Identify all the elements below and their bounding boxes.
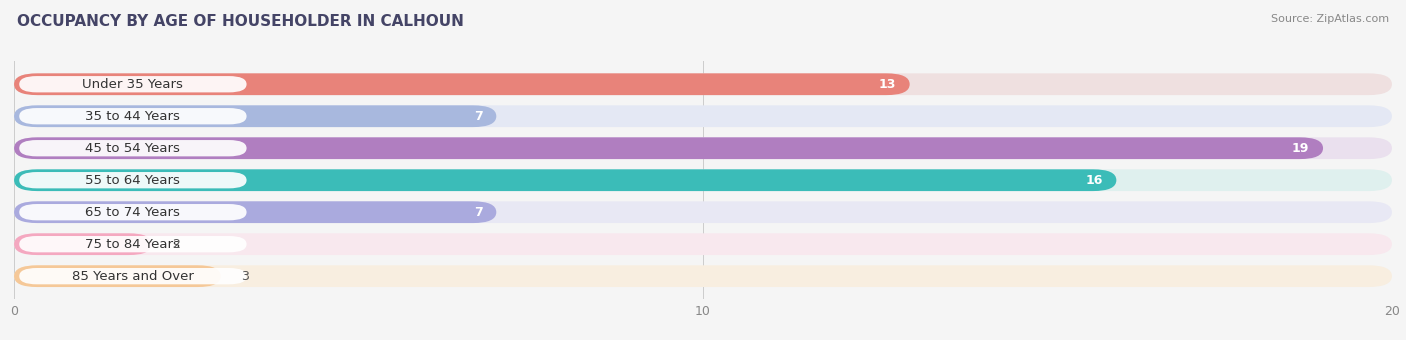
FancyBboxPatch shape — [20, 236, 246, 252]
FancyBboxPatch shape — [14, 73, 910, 95]
FancyBboxPatch shape — [14, 201, 1392, 223]
Text: 65 to 74 Years: 65 to 74 Years — [86, 206, 180, 219]
FancyBboxPatch shape — [14, 169, 1392, 191]
FancyBboxPatch shape — [20, 76, 246, 92]
FancyBboxPatch shape — [14, 265, 221, 287]
Text: 35 to 44 Years: 35 to 44 Years — [86, 110, 180, 123]
FancyBboxPatch shape — [20, 140, 246, 156]
FancyBboxPatch shape — [14, 265, 1392, 287]
FancyBboxPatch shape — [14, 233, 152, 255]
Text: 45 to 54 Years: 45 to 54 Years — [86, 142, 180, 155]
Text: 13: 13 — [879, 78, 896, 91]
Text: 7: 7 — [474, 110, 482, 123]
FancyBboxPatch shape — [14, 137, 1323, 159]
FancyBboxPatch shape — [20, 268, 246, 284]
FancyBboxPatch shape — [14, 137, 1392, 159]
FancyBboxPatch shape — [20, 204, 246, 220]
Text: 55 to 64 Years: 55 to 64 Years — [86, 174, 180, 187]
FancyBboxPatch shape — [20, 172, 246, 188]
Text: 75 to 84 Years: 75 to 84 Years — [86, 238, 180, 251]
Text: Source: ZipAtlas.com: Source: ZipAtlas.com — [1271, 14, 1389, 23]
FancyBboxPatch shape — [14, 105, 496, 127]
FancyBboxPatch shape — [14, 169, 1116, 191]
FancyBboxPatch shape — [14, 73, 1392, 95]
Text: 7: 7 — [474, 206, 482, 219]
Text: 2: 2 — [173, 238, 180, 251]
Text: Under 35 Years: Under 35 Years — [83, 78, 183, 91]
Text: 85 Years and Over: 85 Years and Over — [72, 270, 194, 283]
Text: 19: 19 — [1292, 142, 1309, 155]
FancyBboxPatch shape — [20, 108, 246, 124]
Text: 3: 3 — [242, 270, 249, 283]
FancyBboxPatch shape — [14, 105, 1392, 127]
FancyBboxPatch shape — [14, 233, 1392, 255]
FancyBboxPatch shape — [14, 201, 496, 223]
Text: OCCUPANCY BY AGE OF HOUSEHOLDER IN CALHOUN: OCCUPANCY BY AGE OF HOUSEHOLDER IN CALHO… — [17, 14, 464, 29]
Text: 16: 16 — [1085, 174, 1102, 187]
